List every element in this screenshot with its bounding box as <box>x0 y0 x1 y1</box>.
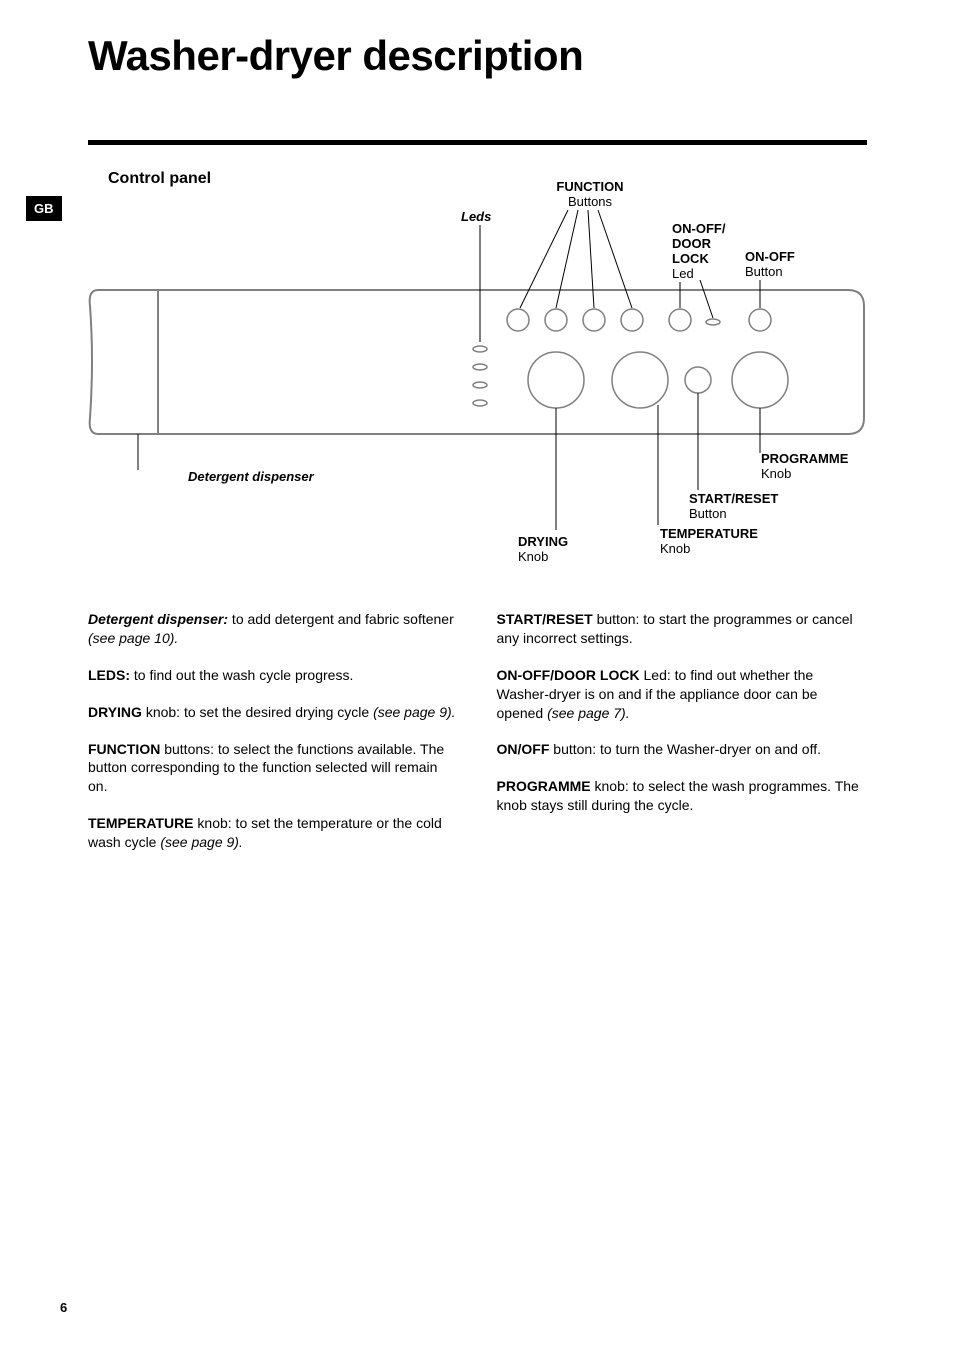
label-detergent-dispenser: Detergent dispenser <box>188 470 314 485</box>
language-tab: GB <box>26 196 62 221</box>
right-column: START/RESET button: to start the program… <box>497 610 868 870</box>
paragraph: PROGRAMME knob: to select the wash progr… <box>497 777 868 815</box>
label-start-reset: START/RESET Button <box>689 492 778 522</box>
paragraph: DRYING knob: to set the desired drying c… <box>88 703 459 722</box>
label-programme: PROGRAMME Knob <box>761 452 848 482</box>
label-temperature: TEMPERATURE Knob <box>660 527 758 557</box>
paragraph: LEDS: to find out the wash cycle progres… <box>88 666 459 685</box>
label-drying: DRYING Knob <box>518 535 568 565</box>
paragraph: ON/OFF button: to turn the Washer-dryer … <box>497 740 868 759</box>
paragraph: TEMPERATURE knob: to set the temperature… <box>88 814 459 852</box>
body-columns: Detergent dispenser: to add detergent an… <box>88 610 867 870</box>
left-column: Detergent dispenser: to add detergent an… <box>88 610 459 870</box>
horizontal-rule <box>88 140 867 145</box>
paragraph: START/RESET button: to start the program… <box>497 610 868 648</box>
page-title: Washer-dryer description <box>88 32 583 80</box>
paragraph: FUNCTION buttons: to select the function… <box>88 740 459 797</box>
paragraph: Detergent dispenser: to add detergent an… <box>88 610 459 648</box>
page-number: 6 <box>60 1300 67 1315</box>
paragraph: ON-OFF/DOOR LOCK Led: to find out whethe… <box>497 666 868 723</box>
control-panel-diagram: FUNCTION Buttons Leds ON-OFF/ DOOR LOCK … <box>88 170 867 580</box>
